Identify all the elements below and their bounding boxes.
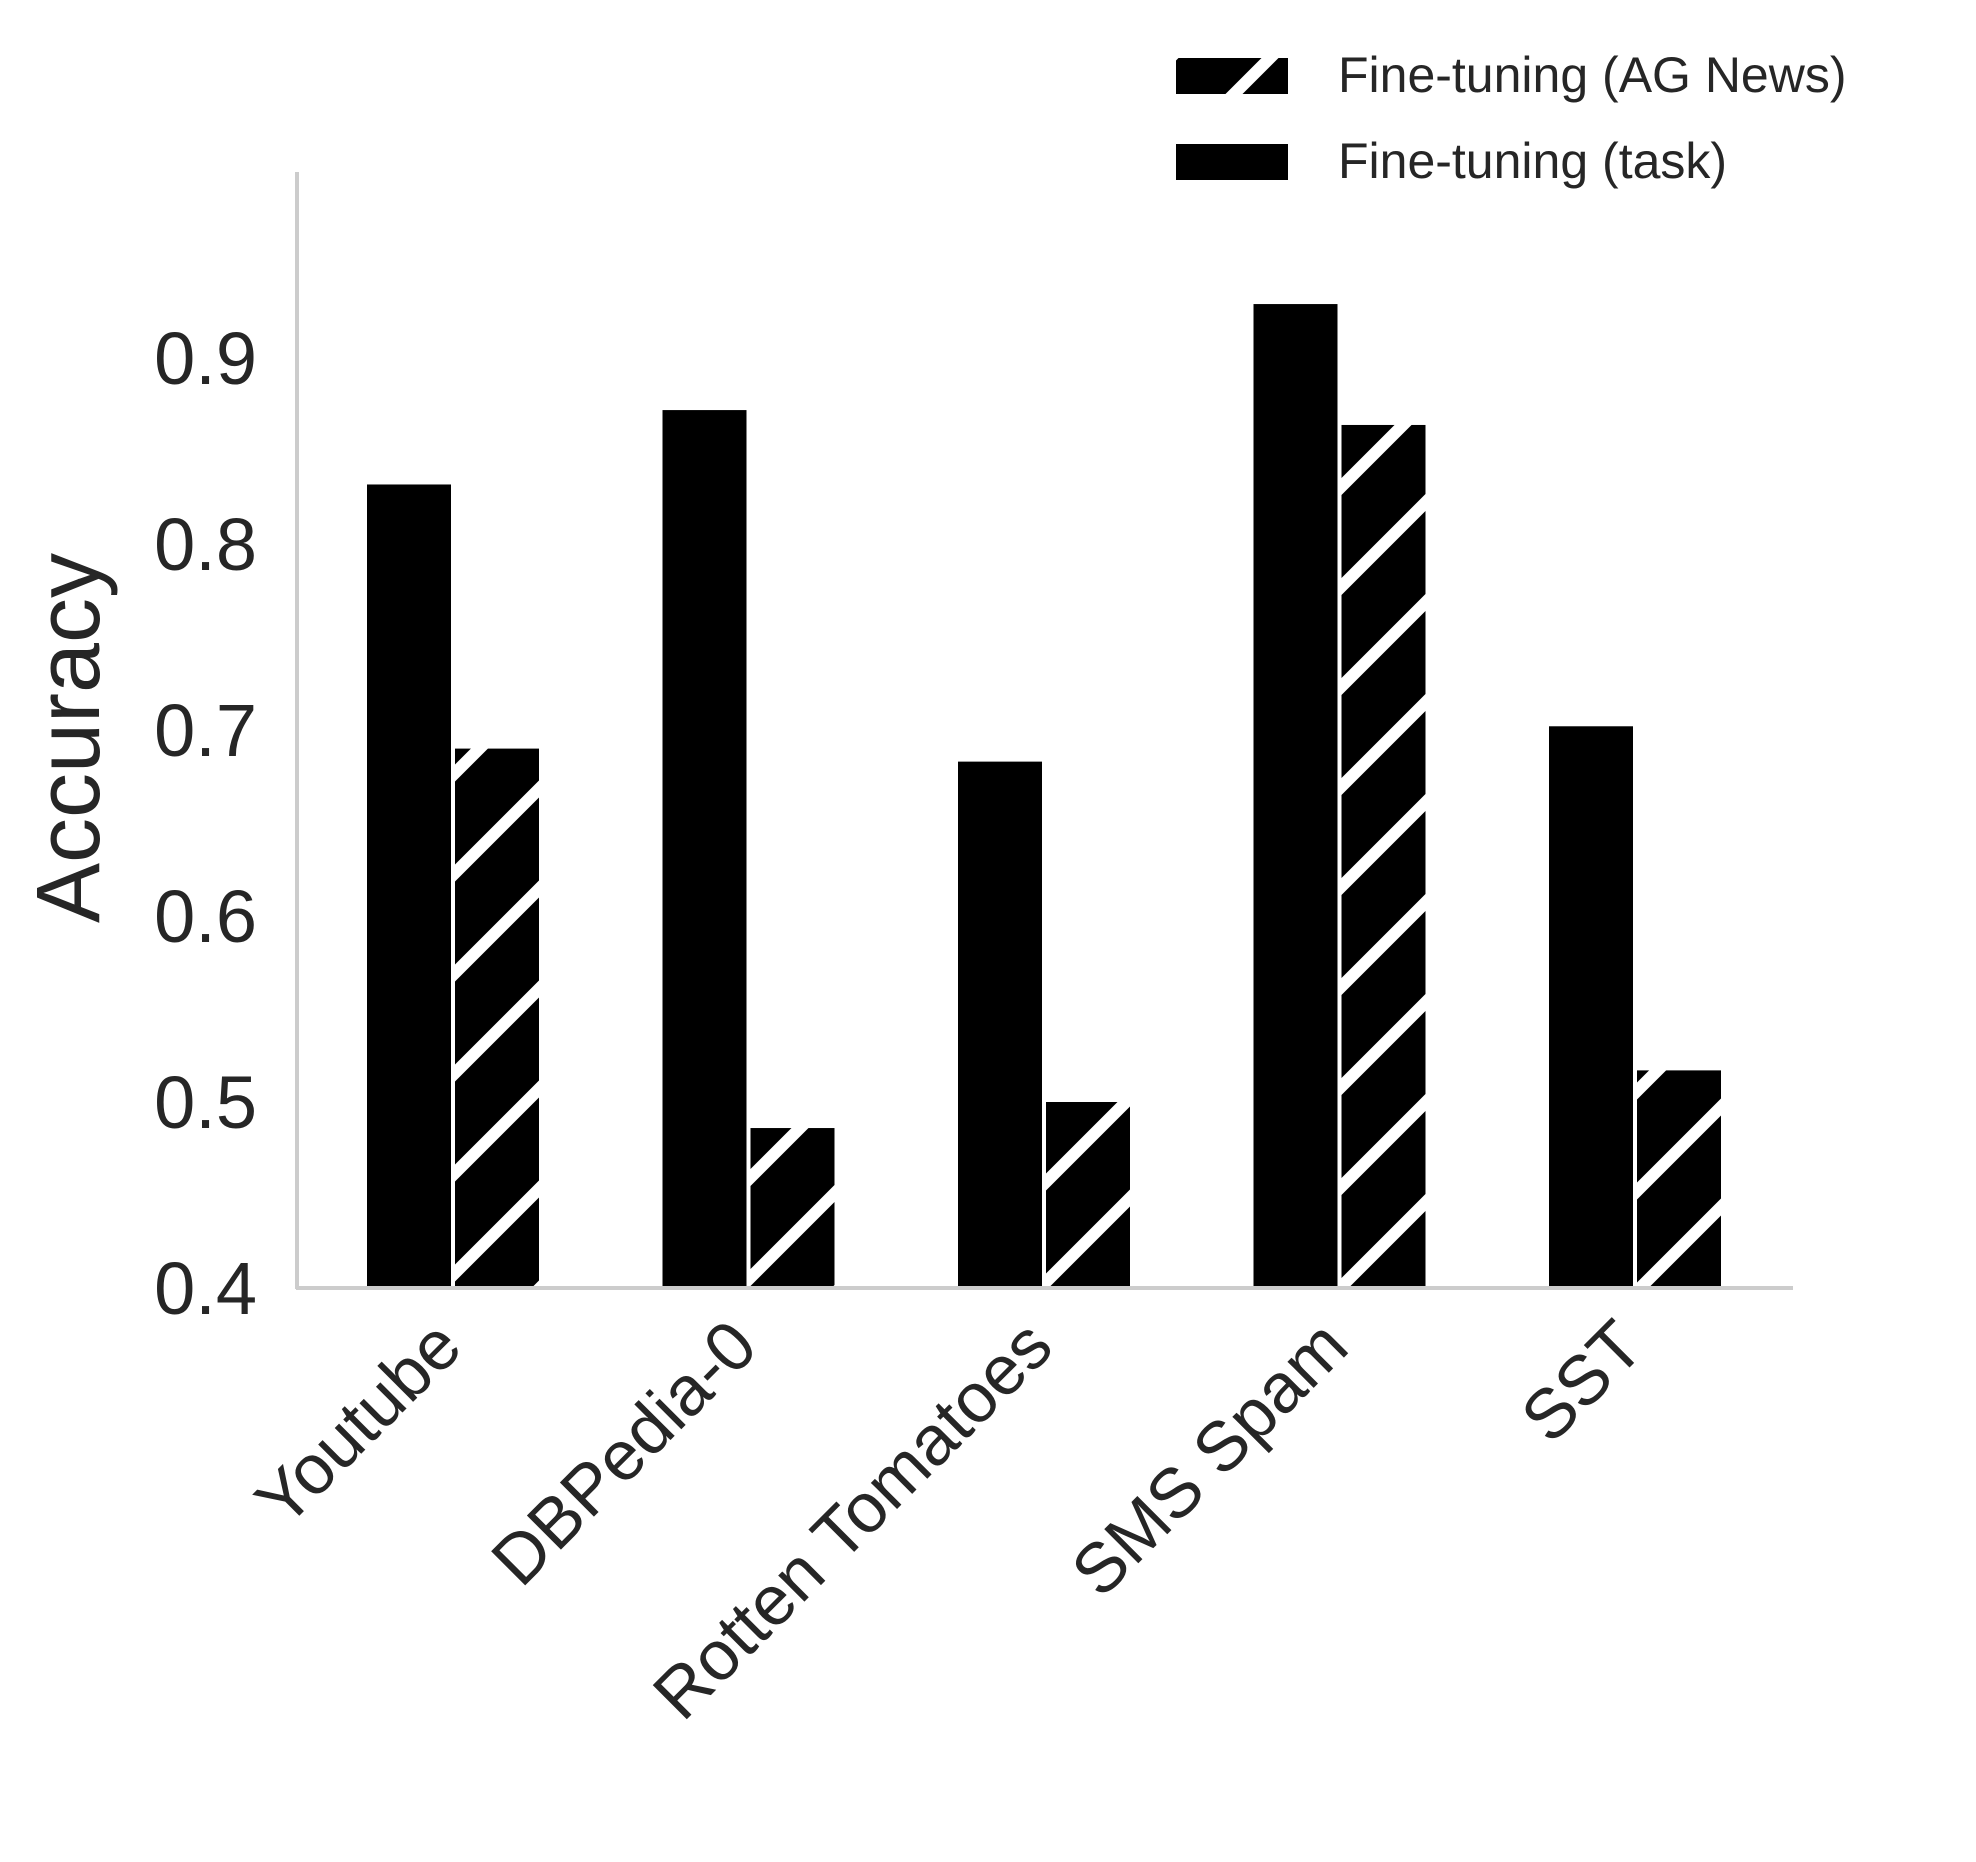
y-tick-label: 0.7 — [154, 689, 257, 772]
x-category-label: Youtube — [241, 1305, 476, 1540]
axes-layer — [295, 172, 1793, 1290]
bar-task-dbpedia-0 — [662, 410, 747, 1289]
bar-ag-news-sms-spam — [1341, 424, 1426, 1289]
y-tick-label: 0.8 — [154, 503, 257, 586]
bar-ag-news-rotten-tomatoes — [1046, 1102, 1130, 1288]
legend-swatch — [1176, 144, 1288, 180]
x-category-label: DBPedia-0 — [477, 1305, 772, 1600]
legend-label: Fine-tuning (AG News) — [1338, 47, 1847, 103]
bar-task-sst — [1549, 726, 1633, 1288]
y-tick-label: 0.4 — [154, 1247, 257, 1330]
bar-ag-news-sst — [1637, 1070, 1721, 1288]
bar-ag-news-dbpedia-0 — [750, 1128, 835, 1288]
legend-swatch — [1176, 58, 1288, 94]
y-tick-label: 0.9 — [154, 317, 257, 400]
x-category-label: SMS Spam — [1057, 1305, 1362, 1610]
y-axis-label: Accuracy — [19, 553, 119, 923]
bars-layer — [367, 304, 1721, 1289]
legend-label: Fine-tuning (task) — [1338, 133, 1727, 189]
x-category-label: SST — [1506, 1305, 1657, 1456]
y-tick-label: 0.6 — [154, 875, 257, 958]
y-tick-labels: 0.4 0.5 0.6 0.7 0.8 0.9 — [154, 317, 257, 1330]
bar-task-sms-spam — [1253, 304, 1338, 1288]
y-tick-label: 0.5 — [154, 1061, 257, 1144]
bar-task-rotten-tomatoes — [958, 761, 1042, 1288]
bar-task-youtube — [367, 484, 451, 1289]
legend: Fine-tuning (AG News) Fine-tuning (task) — [1176, 47, 1847, 189]
bar-ag-news-youtube — [455, 748, 539, 1288]
